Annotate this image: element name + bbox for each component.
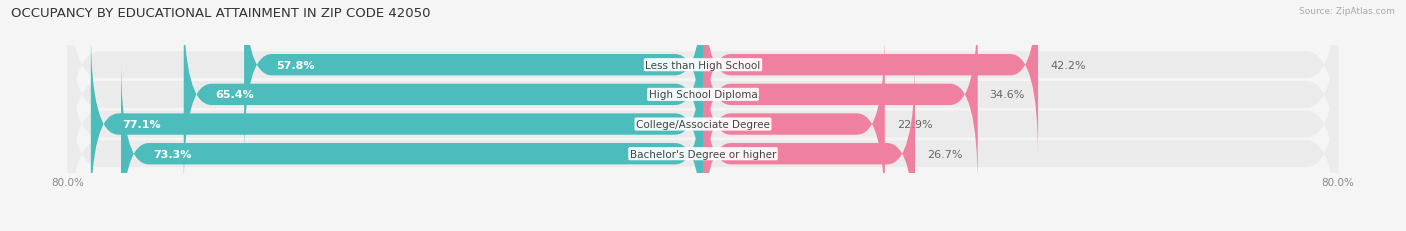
Text: 34.6%: 34.6% bbox=[990, 90, 1025, 100]
Text: 73.3%: 73.3% bbox=[153, 149, 191, 159]
Text: High School Diploma: High School Diploma bbox=[648, 90, 758, 100]
Text: 57.8%: 57.8% bbox=[276, 61, 315, 70]
FancyBboxPatch shape bbox=[67, 0, 1339, 200]
FancyBboxPatch shape bbox=[121, 61, 703, 231]
FancyBboxPatch shape bbox=[91, 32, 703, 217]
Text: 42.2%: 42.2% bbox=[1050, 61, 1085, 70]
FancyBboxPatch shape bbox=[703, 2, 977, 188]
Text: College/Associate Degree: College/Associate Degree bbox=[636, 119, 770, 130]
Text: 26.7%: 26.7% bbox=[927, 149, 962, 159]
FancyBboxPatch shape bbox=[245, 0, 703, 158]
Text: 65.4%: 65.4% bbox=[215, 90, 254, 100]
FancyBboxPatch shape bbox=[703, 0, 1038, 158]
FancyBboxPatch shape bbox=[67, 20, 1339, 229]
Text: 22.9%: 22.9% bbox=[897, 119, 932, 130]
FancyBboxPatch shape bbox=[703, 61, 915, 231]
Text: 77.1%: 77.1% bbox=[122, 119, 162, 130]
Text: Source: ZipAtlas.com: Source: ZipAtlas.com bbox=[1299, 7, 1395, 16]
Text: Less than High School: Less than High School bbox=[645, 61, 761, 70]
FancyBboxPatch shape bbox=[67, 0, 1339, 170]
FancyBboxPatch shape bbox=[67, 49, 1339, 231]
FancyBboxPatch shape bbox=[703, 32, 884, 217]
Text: Bachelor's Degree or higher: Bachelor's Degree or higher bbox=[630, 149, 776, 159]
Legend: Owner-occupied, Renter-occupied: Owner-occupied, Renter-occupied bbox=[596, 229, 810, 231]
FancyBboxPatch shape bbox=[184, 2, 703, 188]
Text: OCCUPANCY BY EDUCATIONAL ATTAINMENT IN ZIP CODE 42050: OCCUPANCY BY EDUCATIONAL ATTAINMENT IN Z… bbox=[11, 7, 430, 20]
